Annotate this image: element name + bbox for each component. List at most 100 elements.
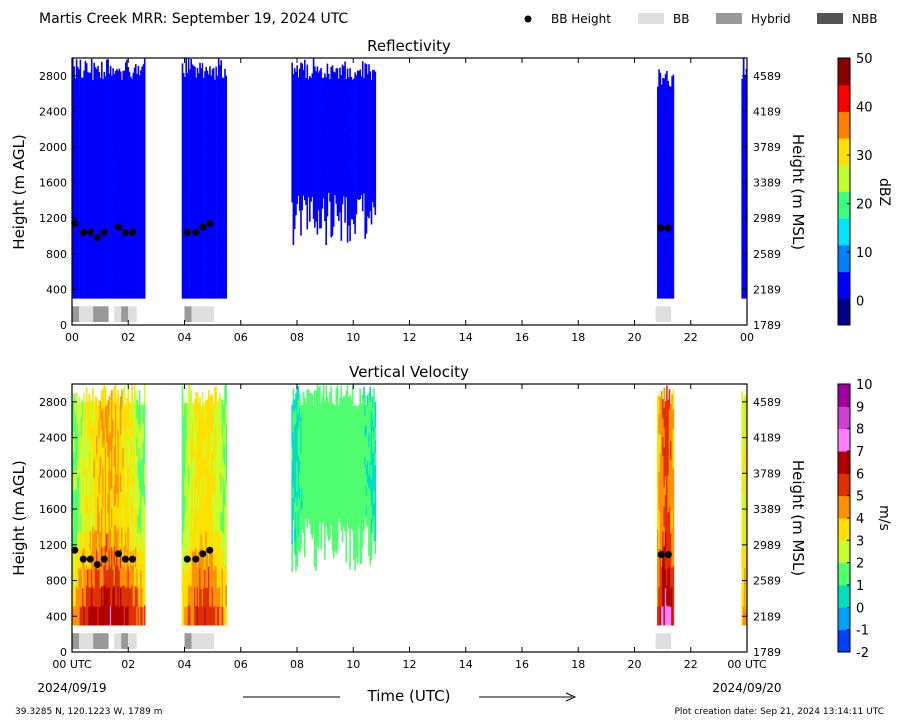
heatmap-cell [74, 470, 77, 491]
heatmap-cell [140, 108, 142, 128]
heatmap-cell [368, 528, 370, 543]
heatmap-cell [660, 84, 663, 103]
heatmap-cell [130, 439, 132, 459]
heatmap-cell [356, 458, 359, 472]
heatmap-cell [181, 122, 184, 142]
heatmap-cell [366, 504, 369, 516]
heatmap-cell [296, 123, 298, 135]
bb-type-bar [79, 633, 94, 649]
heatmap-cell [298, 460, 301, 474]
heatmap-cell [106, 423, 108, 443]
heatmap-cell [370, 79, 373, 92]
heatmap-cell [351, 126, 354, 139]
heatmap-cell [355, 156, 358, 169]
heatmap-cell [306, 412, 309, 424]
heatmap-cell [202, 132, 205, 152]
heatmap-cell [210, 528, 212, 549]
heatmap-cell [372, 103, 374, 115]
bb-type-bar [121, 633, 129, 649]
heatmap-cell [140, 203, 142, 223]
heatmap-cell [224, 88, 226, 108]
heatmap-cell [659, 91, 662, 111]
heatmap-cell [202, 588, 205, 608]
heatmap-cell [373, 515, 375, 529]
heatmap-cell [350, 398, 353, 410]
heatmap-cell [335, 456, 338, 471]
heatmap-cell [126, 258, 128, 279]
heatmap-cell [668, 121, 671, 140]
heatmap-cell [305, 109, 307, 121]
heatmap-cell [302, 184, 305, 196]
heatmap-cell [311, 466, 314, 479]
heatmap-cell [75, 586, 78, 607]
heatmap-cell [311, 165, 314, 177]
heatmap-cell [90, 158, 93, 179]
heatmap-cell [220, 258, 222, 279]
heatmap-cell [314, 214, 316, 228]
heatmap-cell [317, 129, 320, 142]
heatmap-cell [137, 240, 140, 260]
heatmap-cell [131, 424, 133, 446]
heatmap-cell [201, 180, 204, 201]
heatmap-cell [359, 519, 361, 535]
heatmap-cell [666, 385, 668, 406]
heatmap-cell [137, 551, 140, 571]
heatmap-cell [125, 459, 127, 478]
heatmap-cell [295, 83, 297, 96]
heatmap-cell [224, 585, 226, 606]
bb-type-bar [72, 633, 79, 649]
heatmap-cell [220, 587, 222, 607]
heatmap-cell [127, 487, 130, 508]
heatmap-cell [373, 388, 375, 402]
heatmap-cell [209, 453, 211, 474]
heatmap-cell [321, 154, 324, 166]
heatmap-cell [292, 399, 295, 411]
heatmap-cell [225, 205, 227, 225]
heatmap-cell [320, 81, 322, 95]
heatmap-cell [360, 86, 363, 97]
heatmap-cell [360, 165, 363, 176]
heatmap-cell [670, 139, 672, 158]
heatmap-cell [132, 166, 135, 186]
heatmap-cell [292, 443, 295, 455]
heatmap-cell [295, 526, 297, 542]
heatmap-cell [741, 586, 744, 606]
heatmap-cell [137, 259, 140, 280]
heatmap-cell [113, 545, 116, 566]
heatmap-cell [142, 220, 145, 241]
heatmap-cell [319, 408, 321, 420]
heatmap-cell [200, 424, 202, 443]
heatmap-cell [336, 481, 339, 496]
heatmap-cell [101, 390, 103, 411]
heatmap-cell [191, 401, 194, 421]
heatmap-cell [89, 185, 92, 205]
heatmap-cell [194, 530, 196, 551]
heatmap-cell [98, 475, 101, 495]
heatmap-cell [102, 134, 104, 153]
heatmap-cell [186, 166, 189, 186]
heatmap-cell [312, 459, 315, 471]
heatmap-cell [670, 86, 672, 105]
heatmap-cell [116, 88, 118, 108]
heatmap-cell [182, 416, 185, 436]
heatmap-cell [107, 531, 109, 551]
heatmap-cell [182, 511, 185, 531]
heatmap-cell [116, 398, 118, 418]
heatmap-cell [87, 90, 89, 111]
bb-type-bar [79, 306, 94, 322]
heatmap-cell [192, 441, 195, 461]
heatmap-cell [90, 587, 93, 607]
heatmap-cell [212, 221, 215, 242]
heatmap-cell [306, 105, 309, 120]
heatmap-cell [131, 585, 133, 606]
heatmap-cell [96, 549, 98, 569]
heatmap-cell [118, 478, 121, 497]
heatmap-cell [82, 531, 84, 551]
heatmap-cell [327, 143, 330, 154]
heatmap-cell [74, 431, 77, 452]
heatmap-cell [75, 218, 78, 239]
heatmap-cell [99, 419, 102, 439]
heatmap-cell [87, 588, 89, 607]
heatmap-cell [212, 570, 215, 589]
heatmap-cell [116, 455, 118, 475]
